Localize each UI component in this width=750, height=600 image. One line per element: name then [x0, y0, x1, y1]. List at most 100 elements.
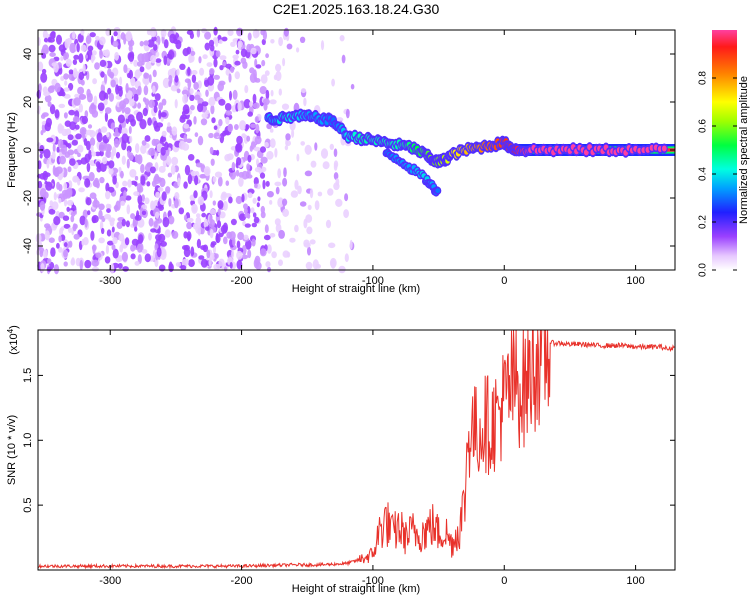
noise-blob: [283, 167, 287, 178]
noise-blob: [168, 215, 175, 225]
noise-blob: [81, 115, 89, 125]
noise-blob: [210, 158, 215, 166]
noise-blob: [142, 107, 148, 117]
noise-blob: [291, 129, 295, 138]
noise-blob: [84, 259, 92, 269]
noise-blob: [95, 181, 100, 189]
noise-blob: [197, 135, 204, 146]
noise-blob: [314, 142, 318, 151]
noise-blob: [174, 75, 179, 83]
noise-blob: [183, 123, 190, 129]
noise-blob: [63, 261, 68, 267]
noise-blob: [285, 133, 291, 141]
noise-blob: [296, 153, 300, 162]
noise-blob: [236, 240, 241, 249]
noise-blob: [98, 90, 107, 101]
noise-blob: [189, 88, 194, 95]
noise-blob: [282, 198, 288, 206]
noise-blob: [216, 149, 220, 156]
colorbar-tick-label: 0.0: [698, 263, 709, 277]
noise-blob: [261, 59, 266, 67]
noise-blob: [229, 231, 236, 241]
noise-blob: [90, 54, 95, 64]
noise-blob: [130, 180, 137, 185]
noise-blob: [219, 65, 224, 71]
noise-blob: [333, 148, 338, 157]
noise-blob: [327, 188, 334, 196]
noise-blob: [138, 185, 144, 193]
noise-blob: [212, 176, 217, 183]
noise-blob: [266, 150, 274, 160]
noise-blob: [112, 248, 119, 259]
noise-blob: [210, 104, 215, 115]
noise-blob: [197, 196, 205, 206]
noise-blob: [227, 123, 234, 133]
noise-blob: [79, 215, 86, 226]
noise-blob: [183, 214, 188, 221]
noise-blob: [208, 96, 216, 107]
noise-blob: [260, 156, 268, 164]
noise-blob: [53, 264, 60, 275]
noise-blob: [213, 125, 218, 130]
noise-blob: [184, 109, 190, 114]
noise-blob: [129, 169, 137, 178]
noise-blob: [275, 223, 282, 233]
noise-blob: [299, 36, 306, 43]
noise-blob: [320, 148, 329, 159]
noise-blob: [91, 266, 100, 272]
noise-blob: [108, 168, 114, 175]
noise-blob: [130, 253, 136, 260]
noise-blob: [84, 178, 91, 188]
noise-blob: [278, 259, 283, 267]
colorbar: 0.0 0.2 0.4 0.6 0.8 Normalized spectral ampl…: [698, 30, 750, 277]
noise-blob: [196, 29, 201, 38]
noise-blob: [236, 259, 243, 270]
noise-blob: [82, 237, 89, 246]
noise-blob: [116, 221, 123, 230]
noise-blob: [217, 82, 224, 92]
noise-blob: [178, 140, 186, 150]
noise-blob: [344, 193, 349, 202]
noise-blob: [230, 41, 236, 47]
noise-blob: [252, 197, 257, 204]
spectrogram-x-axis-label: Height of straight line (km): [292, 283, 420, 295]
noise-blob: [307, 246, 311, 256]
noise-blob: [197, 226, 201, 236]
noise-blob: [64, 189, 72, 199]
noise-blob: [219, 55, 227, 61]
noise-blob: [46, 159, 50, 169]
noise-blob: [84, 110, 89, 118]
noise-blob: [143, 85, 149, 96]
noise-blob: [137, 53, 145, 63]
noise-blob: [78, 103, 83, 113]
noise-blob: [43, 148, 51, 159]
noise-blob: [161, 191, 167, 201]
noise-blob: [148, 147, 156, 156]
noise-blob: [265, 261, 271, 268]
noise-blob: [149, 166, 156, 174]
noise-blob: [167, 49, 175, 60]
noise-blob: [195, 162, 203, 168]
noise-blob: [134, 226, 138, 232]
colorbar-label: Normalized spectral amplitude: [738, 76, 750, 224]
noise-blob: [270, 39, 275, 44]
noise-blob: [63, 73, 69, 80]
noise-blob: [146, 29, 152, 36]
noise-blob: [122, 266, 129, 272]
noise-blob: [45, 181, 53, 191]
colorbar-ticks: 0.0 0.2 0.4 0.6 0.8: [698, 71, 737, 277]
spectrogram-y-ticks: -40 -20 0 20 40: [22, 48, 675, 254]
noise-blob: [150, 228, 157, 233]
noise-blob: [134, 261, 140, 266]
noise-blob: [139, 119, 147, 130]
noise-blob: [203, 218, 209, 229]
noise-blob: [68, 109, 76, 116]
noise-blob: [224, 154, 231, 162]
noise-blob: [253, 69, 257, 80]
noise-blob: [211, 117, 216, 124]
noise-blob: [158, 102, 164, 111]
noise-blob: [253, 146, 261, 152]
noise-blob: [275, 63, 282, 72]
noise-blob: [164, 141, 169, 151]
